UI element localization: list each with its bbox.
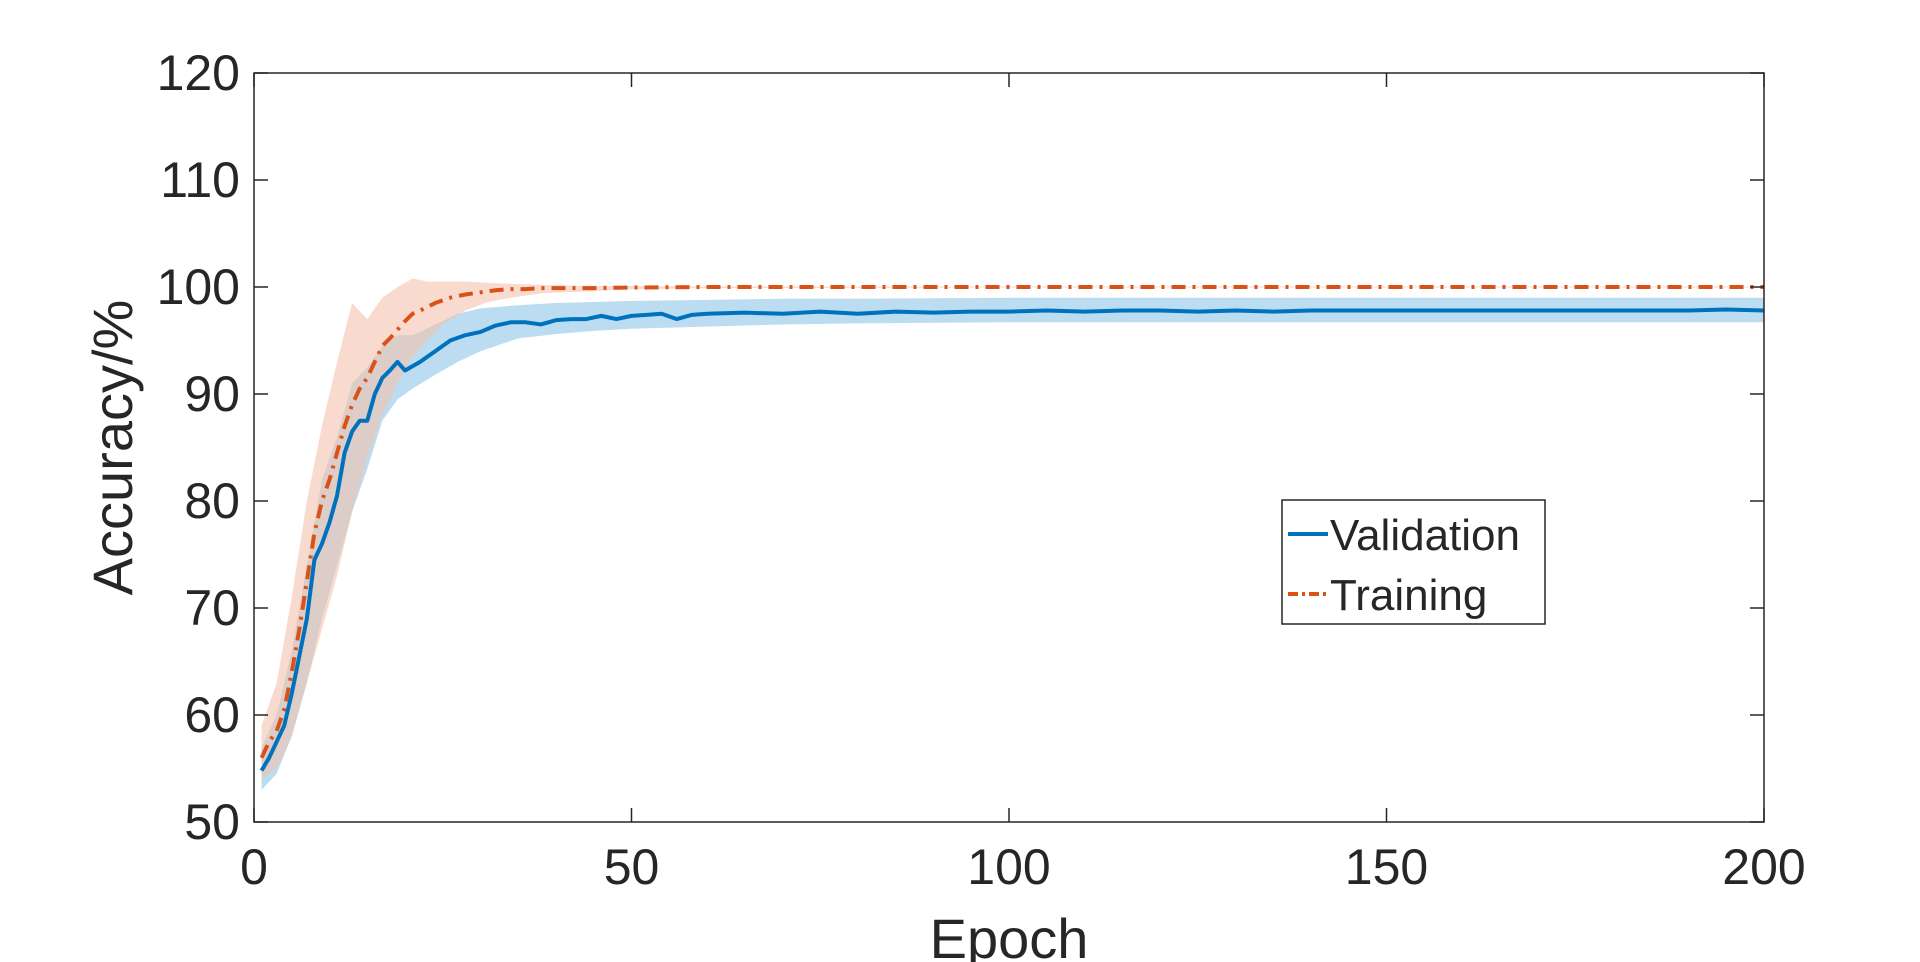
y-tick-label: 110 — [160, 152, 240, 208]
legend-label-validation: Validation — [1330, 511, 1520, 560]
x-tick-label: 200 — [1722, 839, 1805, 895]
y-tick-label: 50 — [184, 794, 240, 850]
legend: Validation Training — [1281, 499, 1546, 625]
line-validation — [259, 307, 1765, 772]
x-tick-label: 100 — [967, 839, 1050, 895]
series-lines — [259, 285, 1765, 772]
y-axis-label: Accuracy/% — [81, 300, 144, 596]
confidence-bands — [261, 278, 1764, 790]
x-tick-label: 50 — [604, 839, 660, 895]
y-tick-label: 90 — [184, 366, 240, 422]
y-tick-label: 100 — [157, 259, 240, 315]
band-training — [261, 278, 1764, 780]
legend-box — [1281, 499, 1546, 625]
legend-label-training: Training — [1330, 571, 1487, 620]
y-tick-label: 70 — [184, 580, 240, 636]
x-tick-label: 150 — [1345, 839, 1428, 895]
x-axis-label: Epoch — [930, 907, 1089, 962]
y-tick-label: 80 — [184, 473, 240, 529]
y-tick-label: 60 — [184, 687, 240, 743]
x-tick-label: 0 — [240, 839, 268, 895]
line-training — [259, 285, 1764, 759]
plot-area-frame — [253, 72, 1765, 823]
y-tick-label: 120 — [157, 45, 240, 101]
